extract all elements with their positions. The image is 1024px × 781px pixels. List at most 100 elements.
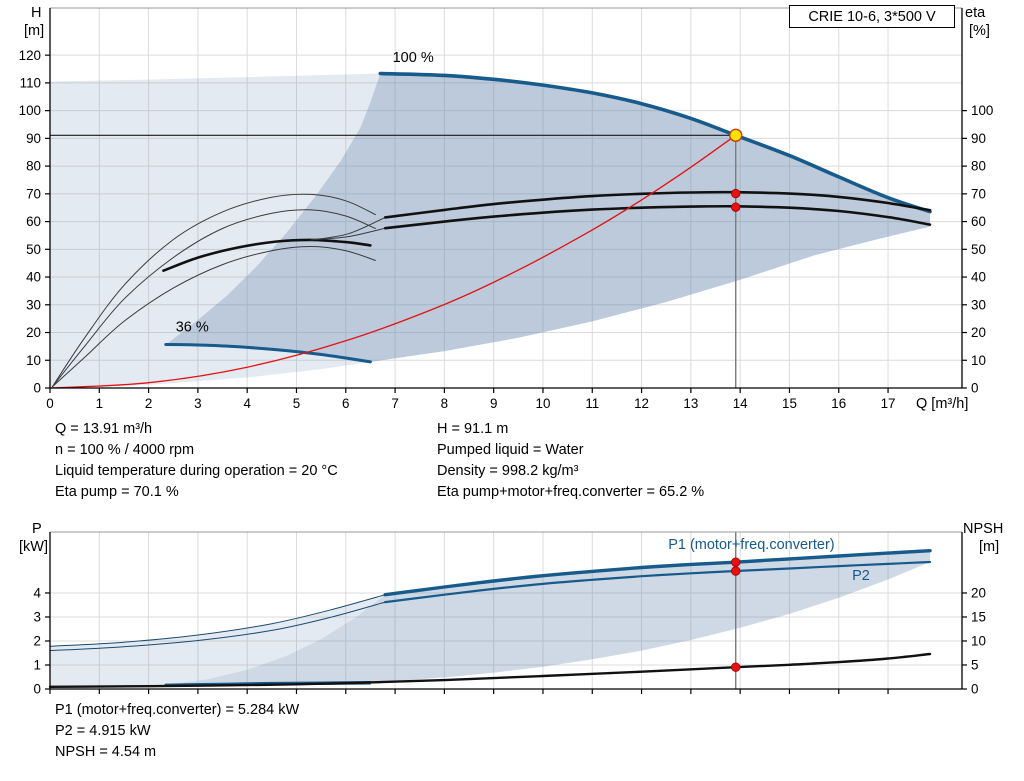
tick-label: 16 (831, 396, 846, 411)
p2-min-flow-line (49, 601, 386, 652)
tick-label: 4 (243, 396, 251, 411)
info-npsh: NPSH = 4.54 m (55, 744, 157, 760)
result-panel-right: H = 91.1 m Pumped liquid = Water Density… (437, 419, 704, 503)
tick-label: 3 (194, 396, 201, 411)
power-envelope-dark (165, 550, 931, 685)
result-panel-bottom: P1 (motor+freq.converter) = 5.284 kW P2 … (55, 700, 299, 763)
p-axis-title: P (32, 521, 42, 537)
tick-label: 14 (733, 396, 748, 411)
label-p2: P2 (852, 568, 870, 584)
npsh-curve (48, 652, 932, 688)
speed-arc-3 (52, 245, 376, 388)
npsh-marker (731, 662, 741, 672)
tick-label: 5 (971, 658, 978, 673)
label-p1: P1 (motor+freq.converter) (668, 537, 834, 553)
power-npsh-chart[interactable]: 0 1 2 3 4 0 5 10 15 20 P1 (motor+freq.converter) P2 (34, 531, 986, 697)
label-100pct: 100 % (393, 50, 434, 66)
eta-connector-2 (310, 227, 386, 241)
info-temperature: Liquid temperature during operation = 20… (55, 463, 338, 479)
pump-model-box: CRIE 10-6, 3*500 V (789, 5, 955, 28)
eta-pump-marker (731, 188, 741, 199)
tick-label: 20 (971, 325, 986, 340)
tick-label: 8 (441, 396, 448, 411)
tick-label: 11 (585, 396, 599, 411)
tick-label: 50 (26, 242, 41, 257)
tick-label: 0 (971, 381, 978, 396)
tick-label: 30 (26, 297, 41, 312)
p1-min-flow-line (49, 594, 386, 647)
eta-pump-curve (383, 190, 932, 219)
tick-label: 17 (881, 396, 896, 411)
tick-label: 80 (971, 159, 986, 174)
pump-model-label: CRIE 10-6, 3*500 V (808, 8, 936, 25)
tick-label: 100 (19, 103, 41, 118)
tick-label: 90 (971, 131, 986, 146)
info-flow: Q = 13.91 m³/h (55, 421, 153, 437)
tick-label: 3 (34, 610, 41, 625)
tick-label: 20 (26, 325, 41, 340)
tick-label: 0 (34, 381, 41, 396)
power-envelope-light (50, 594, 386, 689)
tick-label: 15 (971, 610, 986, 625)
h-axis-title: H (31, 5, 42, 21)
p1-curve-100pct (383, 549, 932, 597)
info-density: Density = 998.2 kg/m³ (437, 463, 579, 479)
q-axis-title: Q [m³/h] (916, 396, 969, 412)
tick-label: 15 (782, 396, 797, 411)
tick-label: 30 (971, 297, 986, 312)
info-p1: P1 (motor+freq.converter) = 5.284 kW (55, 702, 300, 718)
info-p2: P2 = 4.915 kW (55, 723, 151, 739)
p1-marker (731, 557, 741, 567)
tick-label: 80 (26, 159, 41, 174)
tick-label: 13 (683, 396, 698, 411)
info-head: H = 91.1 m (437, 421, 509, 437)
tick-label: 6 (342, 396, 349, 411)
tick-label: 7 (391, 396, 398, 411)
p2-marker (731, 566, 741, 576)
tick-label: 70 (971, 186, 986, 201)
tick-label: 9 (490, 396, 497, 411)
tick-label: 1 (96, 396, 103, 411)
p-axis-unit: [kW] (19, 539, 48, 555)
eta-axis-title: eta (965, 5, 986, 21)
operating-envelope-dark (165, 73, 931, 362)
tick-label: 0 (46, 396, 53, 411)
tick-label: 110 (20, 75, 41, 90)
tick-label: 5 (293, 396, 300, 411)
npsh-axis-title: NPSH (963, 521, 1004, 537)
qh-eta-chart[interactable]: 0102030405060708090100110120010203040506… (19, 7, 994, 411)
result-panel-left: Q = 13.91 m³/h n = 100 % / 4000 rpm Liqu… (55, 419, 338, 503)
info-eta-total: Eta pump+motor+freq.converter = 65.2 % (437, 484, 705, 500)
tick-label: 90 (26, 131, 41, 146)
tick-label: 10 (536, 396, 551, 411)
tick-label: 1 (34, 658, 41, 673)
eta-axis-unit: [%] (969, 23, 990, 39)
info-eta-pump: Eta pump = 70.1 % (55, 484, 179, 500)
speed-arc-1 (52, 193, 376, 388)
tick-label: 40 (971, 270, 986, 285)
info-liquid: Pumped liquid = Water (437, 442, 584, 458)
tick-label: 4 (34, 586, 42, 601)
tick-label: 100 (971, 103, 993, 118)
eta-curve-low-speed (162, 238, 372, 272)
operating-envelope-light (50, 73, 930, 388)
label-36pct: 36 % (176, 320, 209, 336)
tick-label: 10 (26, 353, 41, 368)
tick-label: 50 (971, 242, 986, 257)
duty-point[interactable] (729, 128, 743, 143)
p2-curve-100pct (384, 560, 932, 604)
tick-label: 70 (26, 186, 41, 201)
tick-label: 10 (971, 353, 986, 368)
info-speed: n = 100 % / 4000 rpm (55, 442, 195, 458)
h-axis-unit: [m] (24, 23, 45, 39)
tick-label: 12 (634, 396, 649, 411)
tick-label: 2 (34, 634, 41, 649)
tick-label: 40 (26, 270, 41, 285)
tick-label: 20 (971, 586, 986, 601)
tick-label: 120 (19, 48, 41, 63)
speed-arc-2 (52, 209, 376, 388)
npsh-axis-unit: [m] (979, 539, 1000, 555)
tick-label: 0 (34, 682, 41, 697)
eta-total-marker (731, 202, 741, 212)
